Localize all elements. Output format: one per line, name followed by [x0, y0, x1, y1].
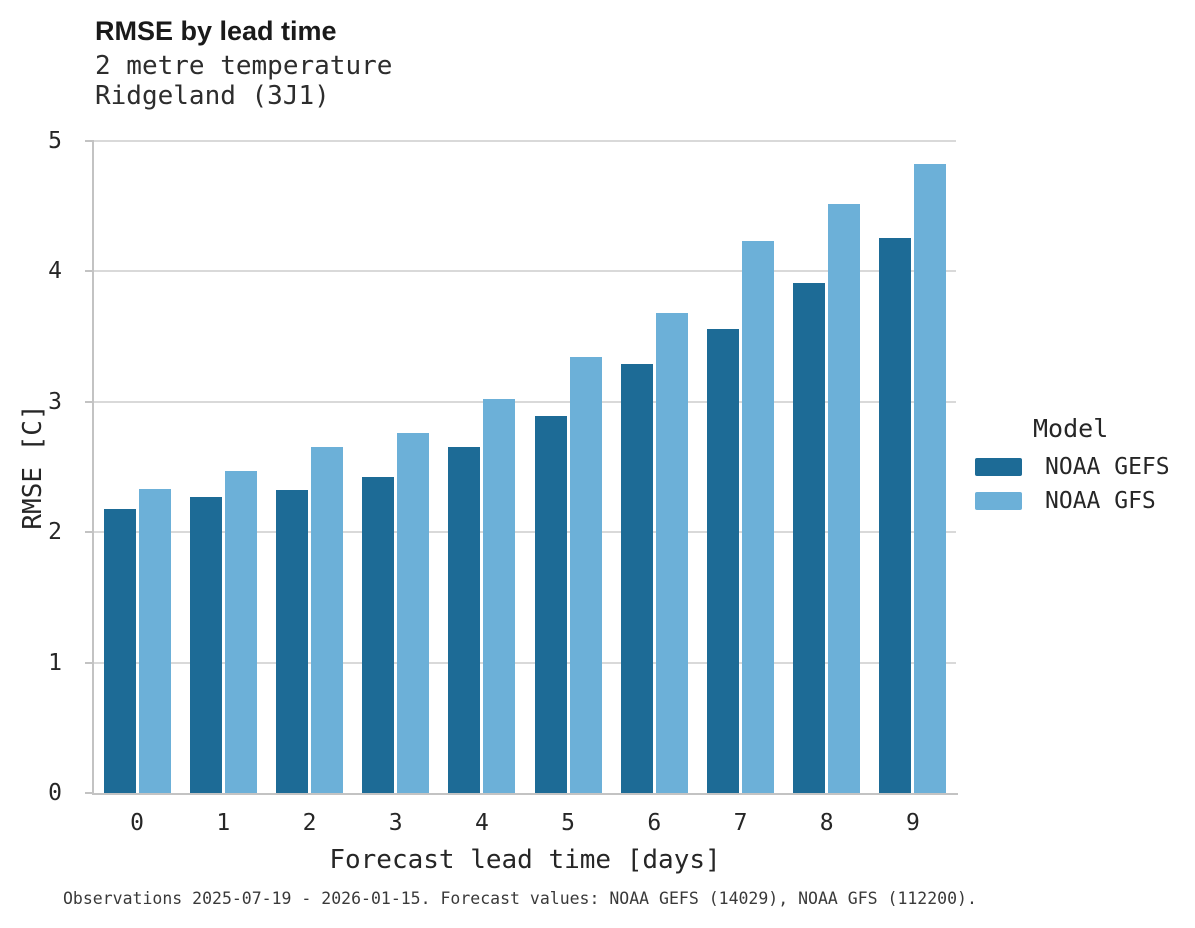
- x-tick-label-8: 8: [819, 810, 834, 836]
- x-tick-label-4: 4: [474, 810, 489, 836]
- bar-noaa-gefs-lead-9: [879, 237, 912, 793]
- x-tick-label-6: 6: [647, 810, 662, 836]
- bar-noaa-gfs-lead-3: [397, 433, 430, 793]
- y-tick-2: [85, 531, 92, 534]
- x-tick-label-0: 0: [130, 810, 145, 836]
- x-tick-label-9: 9: [905, 810, 920, 836]
- bar-noaa-gefs-lead-6: [620, 363, 653, 793]
- legend-swatch-noaa-gfs: [975, 492, 1022, 510]
- bar-noaa-gfs-lead-0: [138, 489, 171, 793]
- gridline-2: [94, 531, 956, 534]
- y-tick-label-0: 0: [48, 780, 62, 806]
- bar-noaa-gefs-lead-8: [793, 283, 826, 793]
- y-tick-3: [85, 400, 92, 403]
- y-axis-title: RMSE [C]: [18, 404, 48, 530]
- bar-noaa-gefs-lead-2: [276, 490, 308, 793]
- x-tick-label-1: 1: [216, 810, 231, 836]
- bar-noaa-gfs-lead-4: [483, 399, 516, 793]
- x-axis-spine: [92, 793, 958, 795]
- y-tick-label-2: 2: [48, 519, 62, 546]
- x-tick-label-2: 2: [302, 810, 317, 836]
- x-tick-label-7: 7: [733, 810, 748, 836]
- legend-item-noaa-gfs: NOAA GFS: [975, 488, 1195, 514]
- chart-subtitle: 2 metre temperature Ridgeland (3J1): [95, 51, 392, 111]
- y-tick-5: [85, 140, 92, 142]
- subtitle-station: Ridgeland (3J1): [95, 81, 330, 111]
- bar-noaa-gefs-lead-1: [189, 497, 222, 793]
- y-tick-4: [85, 270, 92, 273]
- legend: Model NOAA GEFS NOAA GFS: [975, 414, 1195, 526]
- y-tick-1: [85, 661, 92, 664]
- x-tick-label-3: 3: [388, 810, 403, 836]
- legend-label-noaa-gfs: NOAA GFS: [1045, 488, 1156, 514]
- y-tick-label-5: 5: [48, 128, 62, 154]
- y-tick-label-3: 3: [48, 388, 62, 415]
- bar-noaa-gfs-lead-8: [828, 203, 861, 793]
- x-tick-label-5: 5: [561, 810, 576, 836]
- bar-noaa-gefs-lead-3: [362, 477, 395, 793]
- y-axis-spine: [92, 140, 94, 794]
- gridline-4: [94, 270, 956, 273]
- gridline-5: [94, 140, 956, 142]
- bar-noaa-gefs-lead-5: [534, 416, 567, 793]
- plot-area: [94, 140, 956, 793]
- bar-noaa-gfs-lead-6: [655, 313, 688, 793]
- legend-title: Model: [1033, 414, 1109, 443]
- legend-item-noaa-gefs: NOAA GEFS: [975, 454, 1195, 480]
- y-tick-label-4: 4: [48, 258, 62, 285]
- gridline-3: [94, 400, 956, 403]
- bar-noaa-gfs-lead-1: [224, 470, 257, 793]
- gridline-1: [94, 661, 956, 664]
- legend-items: NOAA GEFS NOAA GFS: [975, 454, 1195, 514]
- subtitle-variable: 2 metre temperature: [95, 51, 393, 81]
- chart-title: RMSE by lead time: [95, 16, 337, 46]
- legend-swatch-noaa-gefs: [975, 458, 1022, 476]
- bar-noaa-gfs-lead-9: [914, 164, 947, 793]
- bar-noaa-gfs-lead-5: [569, 357, 602, 793]
- bar-noaa-gefs-lead-7: [707, 328, 739, 793]
- legend-label-noaa-gefs: NOAA GEFS: [1045, 454, 1170, 480]
- bar-noaa-gefs-lead-4: [448, 447, 481, 793]
- bar-noaa-gfs-lead-2: [311, 447, 343, 793]
- y-tick-label-1: 1: [48, 649, 62, 676]
- caption: Observations 2025-07-19 - 2026-01-15. Fo…: [63, 889, 977, 908]
- x-axis-title: Forecast lead time [days]: [329, 845, 721, 875]
- bar-noaa-gefs-lead-0: [103, 508, 136, 793]
- bar-noaa-gfs-lead-7: [742, 241, 774, 793]
- y-tick-0: [85, 792, 92, 794]
